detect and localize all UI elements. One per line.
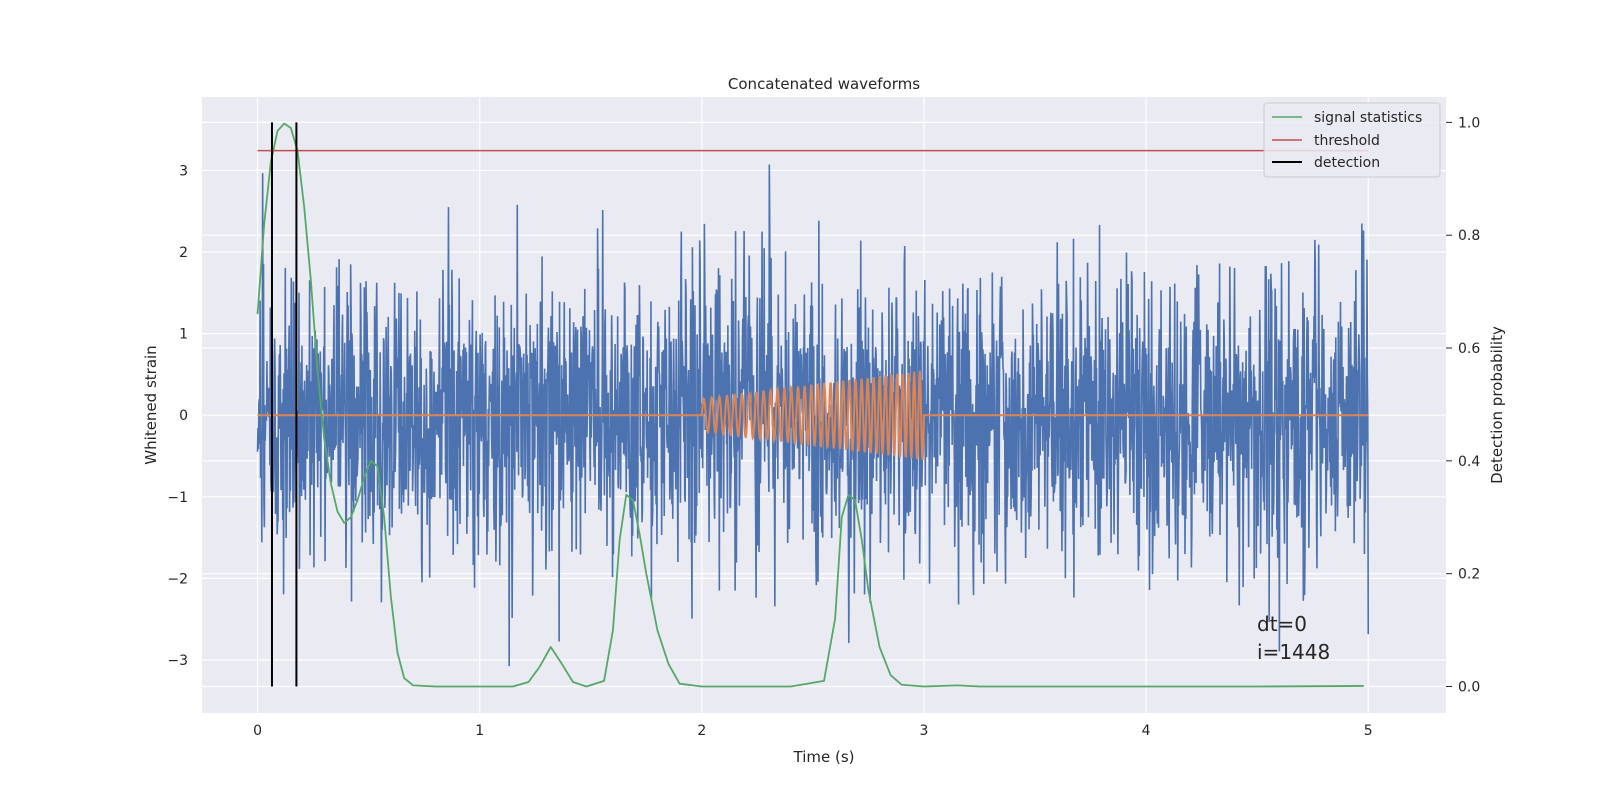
y-axis-label: Whitened strain — [142, 345, 160, 464]
y2-tick-label: 0.2 — [1458, 567, 1480, 583]
y2-tick-label: 1.0 — [1458, 115, 1480, 131]
y-tick-label: 0 — [179, 408, 188, 424]
y-tick-label: −2 — [167, 571, 188, 587]
y-tick-label: −3 — [167, 653, 188, 669]
legend-box — [1263, 102, 1441, 178]
y-tick-label: 1 — [179, 327, 188, 343]
x-tick-label: 5 — [1364, 723, 1373, 739]
y-tick-label: −1 — [167, 490, 188, 506]
y2-tick-label: 0.6 — [1458, 341, 1480, 357]
y2-tick-label: 0.0 — [1458, 679, 1480, 695]
legend-label-detection: detection — [1314, 155, 1380, 171]
x-tick-label: 1 — [475, 723, 484, 739]
series-whitened-strain — [256, 164, 1370, 667]
series-signal-statistics — [256, 122, 1364, 688]
annotation: dt=0 i=1448 — [1257, 612, 1330, 664]
x-tick-label: 3 — [920, 723, 929, 739]
series-injected-waveform — [257, 370, 1369, 460]
y2-tick-label: 0.4 — [1458, 454, 1480, 470]
legend: signal statistics threshold detection — [1263, 102, 1441, 178]
x-tick-label: 2 — [697, 723, 706, 739]
x-tick-label: 4 — [1142, 723, 1151, 739]
annotation-index: i=1448 — [1257, 640, 1330, 664]
y-tick-label: 2 — [179, 245, 188, 261]
x-axis-label: Time (s) — [793, 748, 855, 766]
y-tick-label: 3 — [179, 163, 188, 179]
y2-tick-label: 0.8 — [1458, 228, 1480, 244]
series — [256, 122, 1370, 688]
annotation-dt: dt=0 — [1257, 612, 1307, 636]
legend-label-signal-statistics: signal statistics — [1314, 110, 1422, 126]
y2-axis-label: Detection probability — [1488, 326, 1506, 484]
legend-label-threshold: threshold — [1314, 133, 1380, 149]
chart-title: Concatenated waveforms — [728, 75, 920, 93]
x-tick-label: 0 — [253, 723, 262, 739]
ticks: 0 1 2 3 4 5 −3 −2 −1 0 1 2 3 0.0 0.2 0.4 0.6 0.8 1.0 — [167, 115, 1480, 739]
